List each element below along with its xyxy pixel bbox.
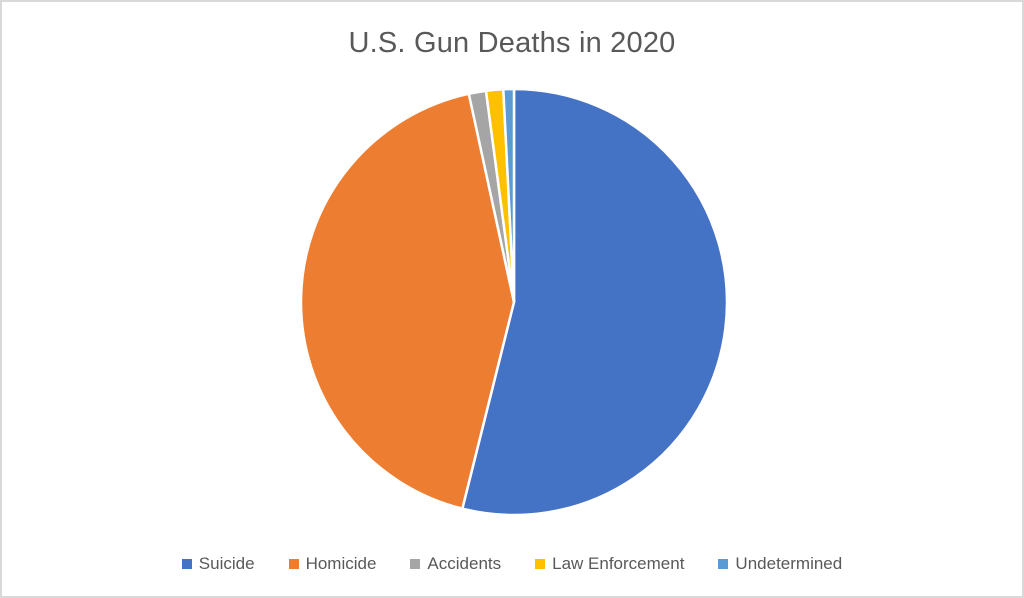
legend-label-accidents: Accidents <box>427 554 502 573</box>
legend-label-suicide: Suicide <box>198 554 255 573</box>
legend-label-homicide: Homicide <box>305 554 377 573</box>
legend-item-accidents[interactable]: Accidents <box>410 553 501 575</box>
legend-swatch-homicide <box>288 559 299 569</box>
legend-label-undetermined: Undetermined <box>735 554 843 573</box>
pie-slice-undetermined[interactable] <box>502 87 516 304</box>
chart-legend: Suicide Homicide Accidents Law Enforcement U… <box>2 553 1022 575</box>
legend-swatch-law-enforcement <box>535 559 546 569</box>
pie-slice-suicide[interactable] <box>461 87 729 517</box>
legend-swatch-undetermined <box>718 559 729 569</box>
legend-item-law-enforcement[interactable]: Law Enforcement <box>535 553 684 575</box>
legend-item-suicide[interactable]: Suicide <box>181 553 255 575</box>
legend-item-homicide[interactable]: Homicide <box>288 553 377 575</box>
chart-title: U.S. Gun Deaths in 2020 <box>348 27 676 59</box>
legend-swatch-suicide <box>181 559 192 569</box>
legend-swatch-accidents <box>410 559 421 569</box>
legend-label-law-enforcement: Law Enforcement <box>552 554 685 573</box>
legend-item-undetermined[interactable]: Undetermined <box>718 553 842 575</box>
pie-slice-homicide[interactable] <box>299 92 516 510</box>
